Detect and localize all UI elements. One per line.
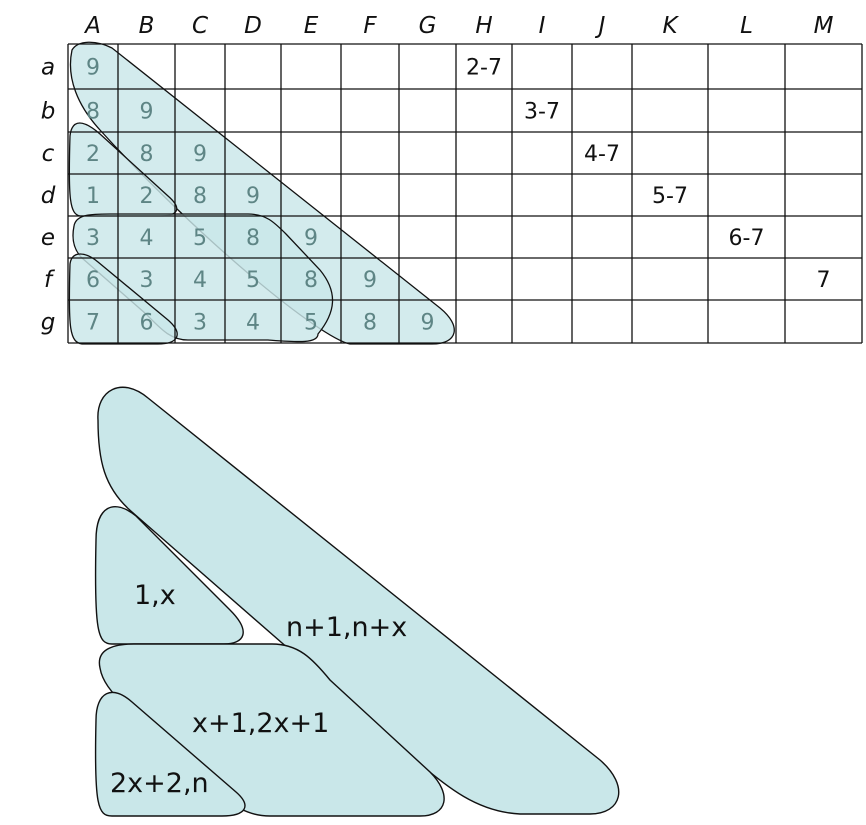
grid-cell-value: 7 (817, 268, 831, 293)
region-schematic: 1,x n+1,n+x x+1,2x+1 2x+2,n (94, 386, 620, 817)
column-label: F (363, 13, 377, 39)
grid-cell-value: 9 (246, 184, 260, 209)
grid-cell-value: 5 (193, 226, 207, 251)
region-label-middle: x+1,2x+1 (192, 708, 329, 739)
row-label: d (41, 183, 56, 209)
grid-cell-value: 6-7 (729, 226, 765, 251)
region-label-small-bottom: 2x+2,n (110, 768, 209, 799)
schematic-region-small-top (94, 506, 244, 645)
column-label: K (662, 13, 679, 39)
grid-cell-value: 9 (140, 100, 154, 125)
grid-cell-value: 3 (193, 311, 207, 336)
row-label: e (41, 225, 55, 251)
grid-region-shapes (68, 41, 455, 345)
grid-cell-value: 8 (140, 142, 154, 167)
grid-cell-value: 8 (363, 311, 377, 336)
grid-cell-value: 9 (421, 311, 435, 336)
grid-cell-value: 5 (246, 268, 260, 293)
grid-lines (67, 43, 863, 344)
column-label: E (304, 13, 319, 39)
row-label: c (42, 141, 55, 167)
grid-cell-value: 3-7 (524, 100, 560, 125)
grid-cell-value: 2 (86, 142, 100, 167)
row-label: f (44, 267, 55, 293)
grid-cell-value: 9 (304, 226, 318, 251)
grid-cell-value: 8 (193, 184, 207, 209)
grid-cell-value: 7 (86, 311, 100, 336)
grid-text: 9 2-7 8 9 3-7 2 8 9 4-7 1 2 8 9 5-7 3 4 5 8 9 6-7 6 3 4 5 8 9 7 7 6 3… (86, 56, 831, 336)
grid-cell-value: 5-7 (652, 184, 688, 209)
grid-cell-value: 5 (304, 311, 318, 336)
column-label: D (244, 13, 262, 39)
grid-cell-value: 1 (86, 184, 100, 209)
schematic-region-small-bottom (94, 691, 246, 817)
region-label-small-top: 1,x (134, 580, 176, 611)
grid-cell-value: 9 (86, 56, 100, 81)
grid-cell-value: 4 (193, 268, 207, 293)
row-label: g (41, 310, 56, 336)
column-label: C (192, 13, 208, 39)
column-label: J (595, 13, 606, 39)
row-label: b (41, 99, 56, 125)
grid-cell-value: 6 (140, 311, 154, 336)
grid-cell-value: 4 (246, 311, 260, 336)
column-label: L (740, 13, 753, 39)
grid-cell-value: 8 (246, 226, 260, 251)
grid-cell-value: 9 (363, 268, 377, 293)
grid-cell-value: 6 (86, 268, 100, 293)
grid-cell-value: 3 (140, 268, 154, 293)
grid-cell-value: 8 (304, 268, 318, 293)
grid-cell-value: 4-7 (584, 142, 620, 167)
column-label: M (814, 13, 834, 39)
column-label: G (419, 13, 437, 39)
region-label-large: n+1,n+x (286, 612, 407, 643)
grid-cell-value: 2-7 (466, 56, 502, 81)
schematic-region-large (97, 386, 620, 815)
column-label: B (139, 13, 155, 39)
grid-region-small-bottom (68, 253, 178, 345)
grid-cell-value: 4 (140, 226, 154, 251)
row-label: a (41, 55, 55, 81)
column-label: I (539, 13, 546, 39)
column-label: H (475, 13, 492, 39)
grid-cell-value: 2 (140, 184, 154, 209)
grid-cell-value: 9 (193, 142, 207, 167)
grid-cell-value: 8 (86, 100, 100, 125)
column-labels: A B C D E F G H I J K L M (83, 13, 833, 39)
grid-cell-value: 3 (86, 226, 100, 251)
column-label: A (83, 13, 101, 39)
